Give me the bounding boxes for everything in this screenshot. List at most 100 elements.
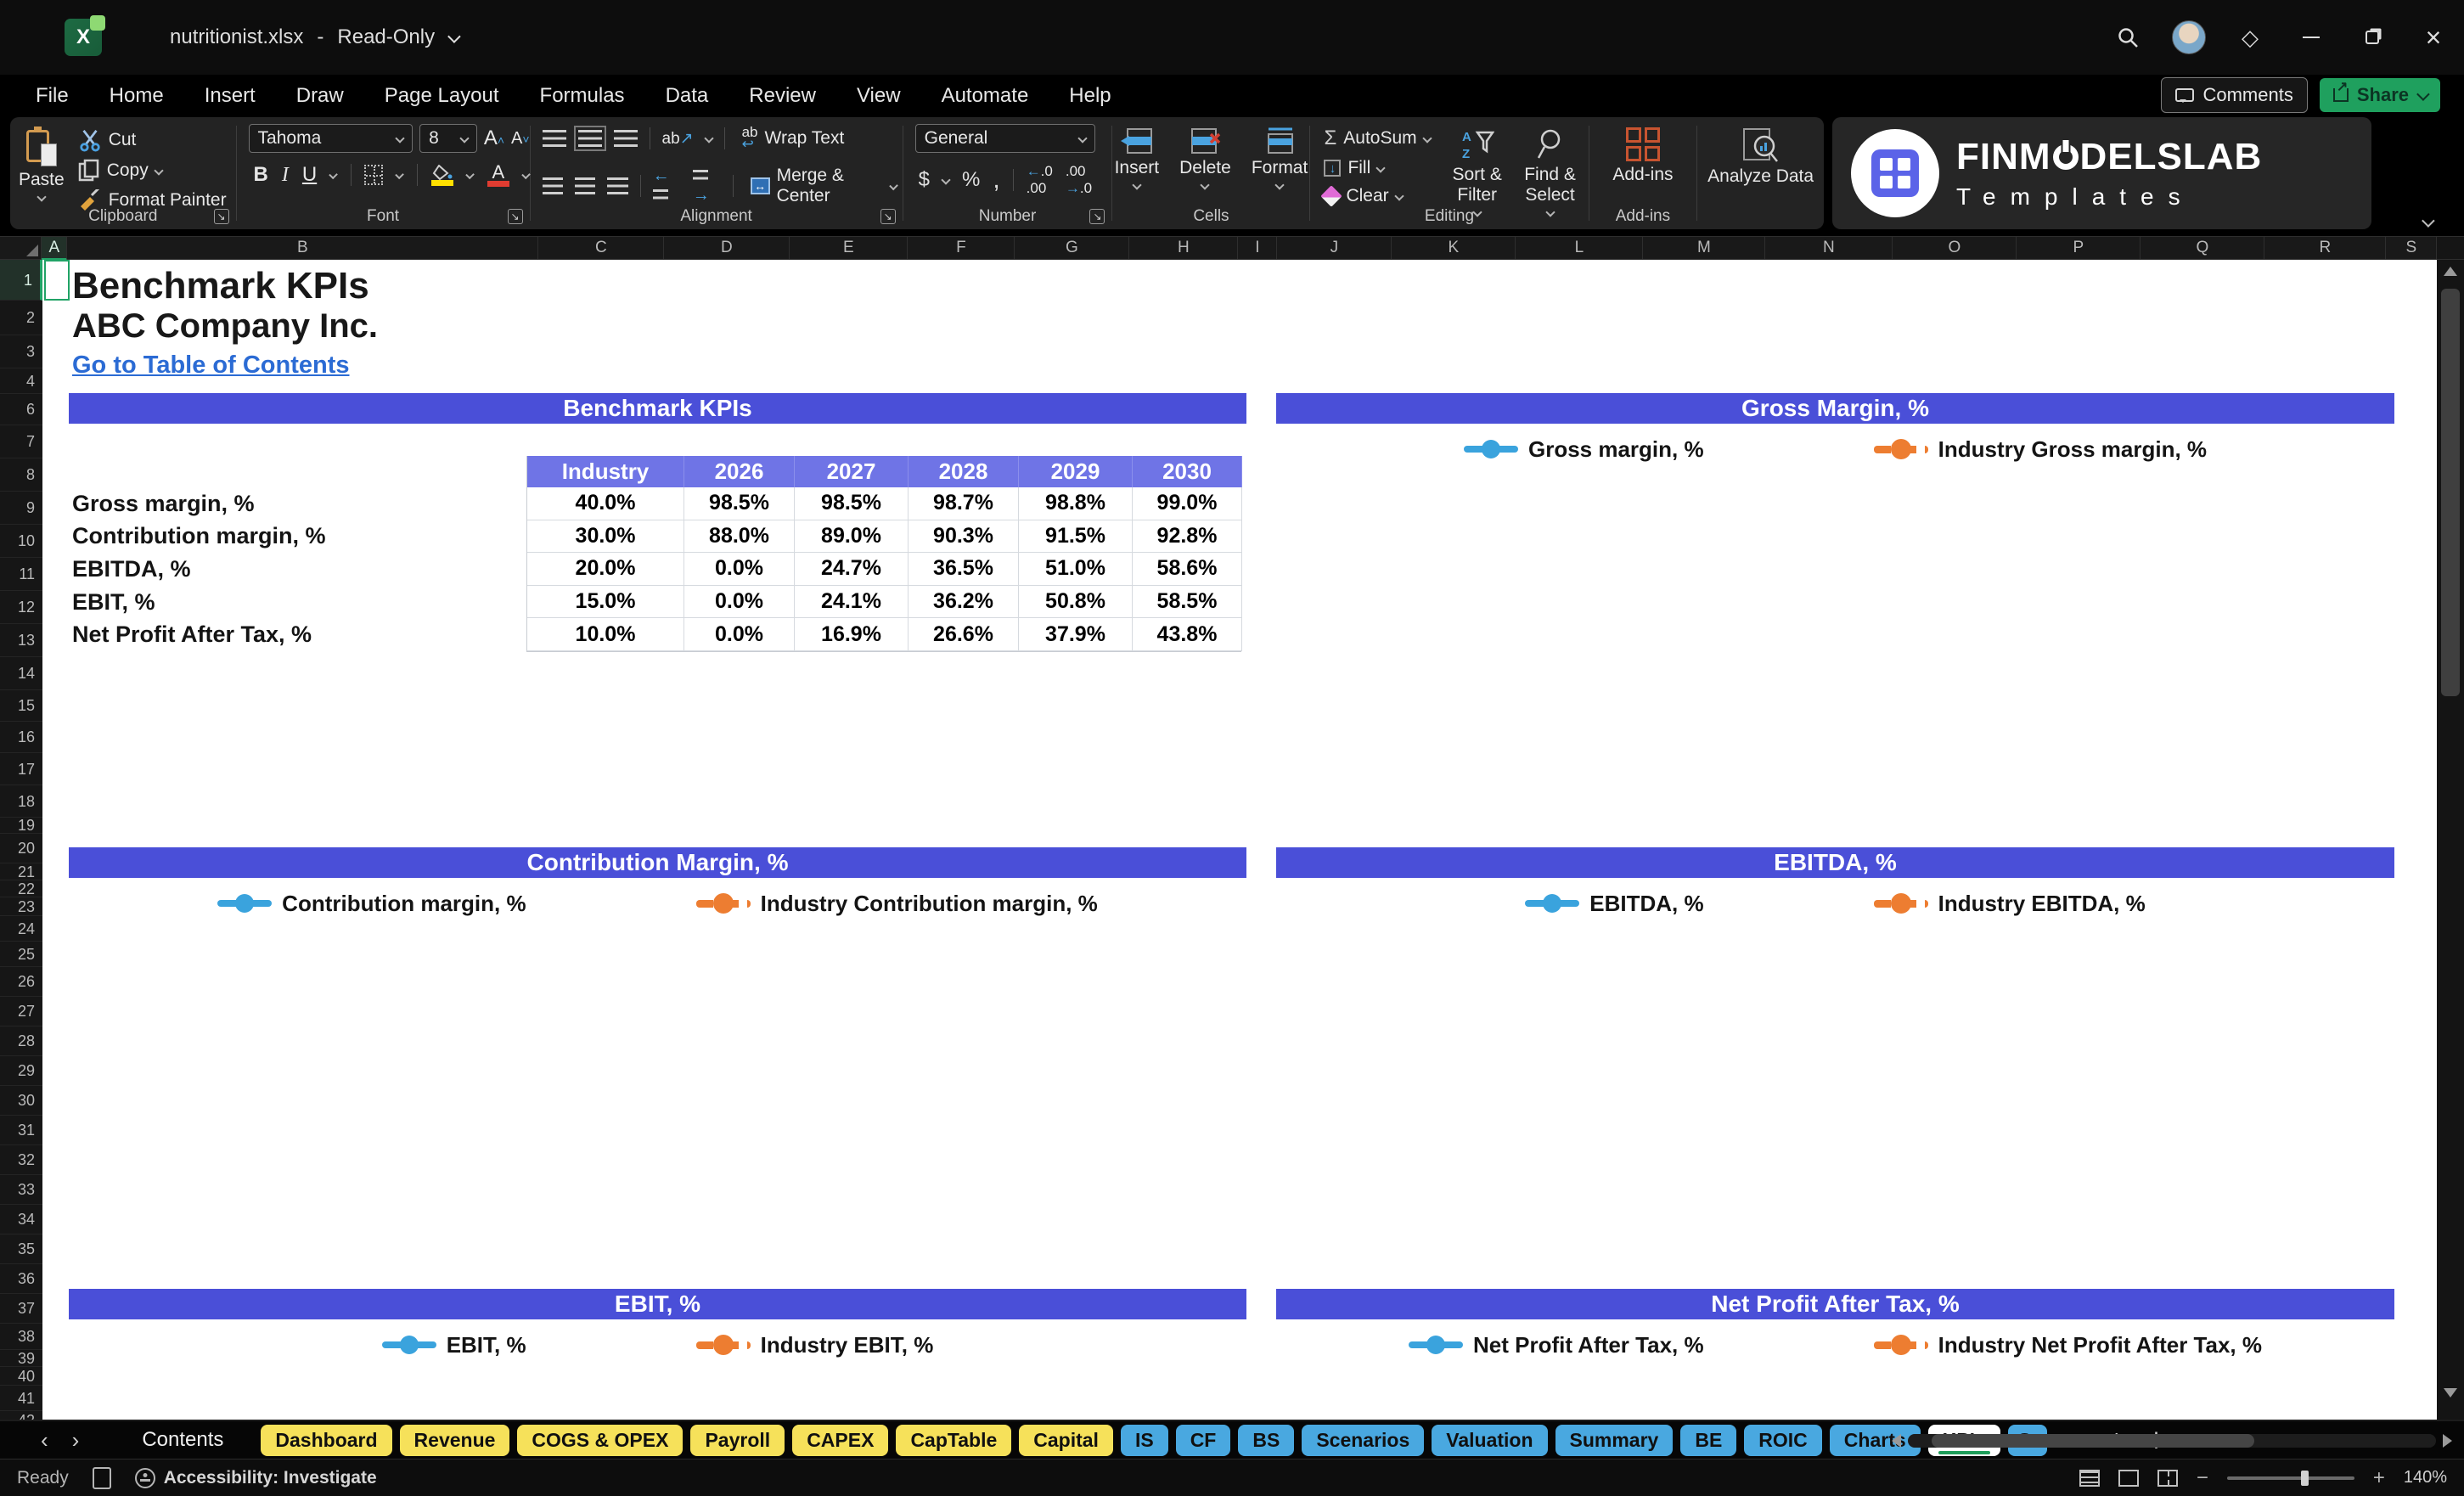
column-header[interactable]: I — [1238, 237, 1278, 261]
column-header[interactable]: L — [1516, 237, 1644, 261]
zoom-level[interactable]: 140% — [2403, 1468, 2447, 1487]
search-button[interactable] — [2097, 0, 2158, 75]
number-dialog-launcher[interactable]: ↘ — [1089, 209, 1105, 224]
scroll-left-icon[interactable] — [1892, 1434, 1901, 1448]
kpi-cell[interactable]: 0.0% — [684, 618, 795, 651]
column-header[interactable]: P — [2017, 237, 2141, 261]
fill-button[interactable]: ↓ Fill — [1319, 155, 1435, 181]
decrease-indent-button[interactable]: ← — [652, 166, 681, 205]
sheet-tab-contents[interactable]: Contents — [142, 1428, 224, 1451]
chart-gross-margin[interactable]: Gross Margin, % Gross margin, % Industry… — [1276, 393, 2394, 852]
row-header[interactable]: 10 — [0, 525, 42, 558]
restore-button[interactable] — [2342, 0, 2403, 75]
column-header[interactable]: Q — [2141, 237, 2265, 261]
row-header[interactable]: 18 — [0, 785, 42, 818]
currency-button[interactable]: $ — [918, 168, 930, 191]
comments-button[interactable]: Comments — [2161, 77, 2308, 113]
ribbon-tab[interactable]: Home — [109, 84, 164, 107]
excel-app-icon[interactable]: X — [65, 15, 105, 56]
column-header[interactable]: E — [790, 237, 909, 261]
normal-view-button[interactable] — [2079, 1469, 2100, 1487]
number-format-select[interactable]: General — [914, 124, 1095, 153]
italic-button[interactable]: I — [281, 163, 289, 186]
grow-font-button[interactable]: A˄ — [483, 127, 505, 149]
row-header[interactable]: 42 — [0, 1411, 42, 1420]
orientation-chevron-icon[interactable] — [703, 133, 714, 143]
paste-button[interactable]: Paste — [10, 124, 73, 214]
bold-button[interactable]: B — [253, 163, 268, 186]
row-header[interactable]: 14 — [0, 657, 42, 690]
sheet-tab[interactable]: COGS & OPEX — [517, 1424, 684, 1456]
kpi-cell[interactable]: 37.9% — [1019, 618, 1133, 651]
autosum-button[interactable]: Σ AutoSum — [1319, 124, 1435, 153]
font-dialog-launcher[interactable]: ↘ — [507, 209, 523, 224]
column-header[interactable]: G — [1015, 237, 1130, 261]
orientation-button[interactable]: ab↗ — [661, 129, 694, 148]
row-header[interactable]: 9 — [0, 492, 42, 525]
collapse-ribbon-button[interactable] — [2422, 214, 2435, 231]
minimize-button[interactable] — [2281, 0, 2342, 75]
accessibility-status[interactable]: Accessibility: Investigate — [134, 1467, 377, 1488]
borders-button[interactable] — [364, 165, 384, 185]
kpi-cell[interactable]: 89.0% — [795, 520, 909, 554]
kpi-cell[interactable]: 58.6% — [1133, 553, 1242, 586]
row-header[interactable]: 16 — [0, 722, 42, 753]
horizontal-scrollbar[interactable] — [1892, 1430, 2452, 1452]
percent-style-button[interactable]: % — [961, 168, 981, 191]
copy-button[interactable]: Copy — [73, 156, 232, 185]
align-top-button[interactable] — [542, 130, 566, 147]
row-header[interactable]: 34 — [0, 1205, 42, 1234]
shrink-font-button[interactable]: A˅ — [511, 128, 530, 148]
sheet-tab[interactable]: BS — [1238, 1424, 1295, 1456]
fill-color-chevron-icon[interactable] — [465, 170, 475, 180]
font-size-select[interactable]: 8 — [419, 124, 477, 153]
zoom-slider-thumb[interactable] — [2300, 1470, 2309, 1486]
row-header[interactable]: 23 — [0, 897, 42, 916]
scroll-right-icon[interactable] — [2443, 1434, 2452, 1448]
row-header[interactable]: 32 — [0, 1145, 42, 1175]
column-header[interactable]: N — [1765, 237, 1893, 261]
kpi-cell[interactable]: 99.0% — [1133, 487, 1242, 520]
column-header[interactable]: O — [1893, 237, 2017, 261]
kpi-cell[interactable]: 15.0% — [527, 585, 684, 619]
kpi-cell[interactable]: 50.8% — [1019, 585, 1133, 619]
row-header[interactable]: 2 — [0, 301, 42, 335]
ribbon-tab[interactable]: Page Layout — [384, 84, 499, 107]
page-layout-view-button[interactable] — [2118, 1469, 2139, 1487]
sheet-tab[interactable]: Revenue — [399, 1424, 510, 1456]
row-header[interactable]: 25 — [0, 942, 42, 967]
row-header[interactable]: 40 — [0, 1367, 42, 1386]
kpi-cell[interactable]: 36.5% — [909, 553, 1019, 586]
row-header[interactable]: 6 — [0, 394, 42, 425]
zoom-out-button[interactable]: − — [2196, 1465, 2208, 1489]
row-header[interactable]: 38 — [0, 1324, 42, 1350]
column-header[interactable]: S — [2386, 237, 2438, 261]
align-bottom-button[interactable] — [613, 130, 638, 147]
ribbon-tab[interactable]: Review — [749, 84, 816, 107]
addins-button[interactable]: Add-ins — [1604, 124, 1681, 229]
merge-center-button[interactable]: ↔ Merge & Center — [745, 163, 903, 209]
kpi-cell[interactable]: 88.0% — [684, 520, 795, 554]
font-name-select[interactable]: Tahoma — [248, 124, 413, 153]
worksheet-canvas[interactable]: Benchmark KPIs ABC Company Inc. Go to Ta… — [42, 260, 2437, 1420]
share-button[interactable]: Share — [2319, 78, 2440, 112]
kpi-cell[interactable]: 58.5% — [1133, 585, 1242, 619]
row-header[interactable]: 11 — [0, 558, 42, 591]
document-title[interactable]: nutritionist.xlsx - Read-Only — [170, 0, 461, 75]
kpi-cell[interactable]: 91.5% — [1019, 520, 1133, 554]
row-header[interactable]: 33 — [0, 1175, 42, 1205]
row-header[interactable]: 12 — [0, 591, 42, 624]
column-header[interactable]: B — [67, 237, 539, 261]
sheet-tab[interactable]: CAPEX — [792, 1424, 889, 1456]
row-header[interactable]: 7 — [0, 425, 42, 458]
alignment-dialog-launcher[interactable]: ↘ — [880, 209, 896, 224]
row-header[interactable]: 4 — [0, 368, 42, 394]
delete-cells-button[interactable]: Delete — [1171, 124, 1240, 229]
row-header[interactable]: 24 — [0, 916, 42, 942]
kpi-cell[interactable]: 20.0% — [527, 553, 684, 586]
kpi-cell[interactable]: 10.0% — [527, 618, 684, 651]
ribbon-tab[interactable]: Draw — [295, 84, 344, 107]
column-header[interactable]: J — [1277, 237, 1392, 261]
row-header[interactable]: 31 — [0, 1116, 42, 1145]
ribbon-tab[interactable]: Automate — [941, 84, 1029, 107]
